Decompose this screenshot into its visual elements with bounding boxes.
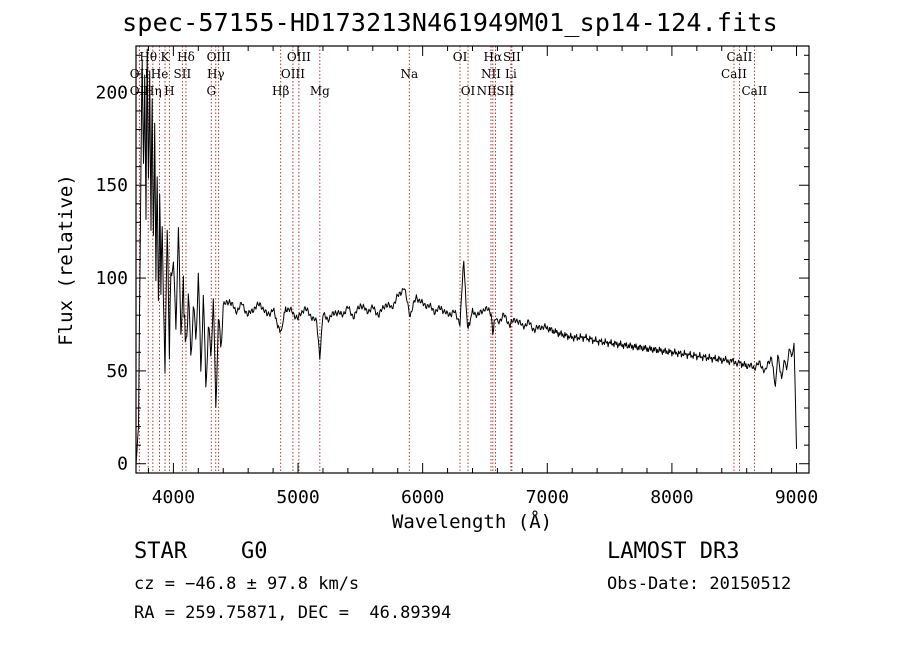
spectral-line-label: OIII: [287, 50, 311, 64]
spectral-line-label: Hη: [144, 84, 162, 98]
x-tick-label: 4000: [152, 487, 195, 508]
spectral-line-label: He: [151, 67, 169, 81]
spectral-line-label: OI: [453, 50, 468, 64]
y-axis-label: Flux (relative): [55, 174, 77, 346]
spectral-line-label: H: [164, 84, 174, 98]
y-tick-label: 150: [95, 175, 128, 196]
chart-title: spec-57155-HD173213N461949M01_sp14-124.f…: [122, 8, 778, 37]
spectral-line-label: G: [206, 84, 216, 98]
redshift-info: cz = −46.8 ± 97.8 km/s: [134, 574, 360, 594]
spectral-line-label: Hδ: [177, 50, 195, 64]
spectral-line-label: Hγ: [207, 67, 225, 81]
x-tick-label: 7000: [526, 487, 569, 508]
plot-frame: [135, 45, 810, 474]
y-tick-label: 200: [95, 82, 128, 103]
object-class: STAR: [134, 539, 187, 564]
x-tick-label: 5000: [276, 487, 319, 508]
spectral-line-markers: [138, 46, 755, 473]
spectral-line-label: Hα: [484, 50, 503, 64]
survey-name: LAMOST DR3: [607, 539, 740, 564]
x-tick-label: 9000: [775, 487, 818, 508]
y-tick-label: 100: [95, 268, 128, 289]
spectral-line-label: Hβ: [272, 84, 289, 98]
spectral-line-label: NIISII: [477, 84, 515, 98]
spectral-line-label: CaII: [741, 84, 767, 98]
coordinates: RA = 259.75871, DEC = 46.89394: [134, 603, 452, 623]
spectral-line-label: OII: [130, 84, 150, 98]
spectrum-line: [135, 48, 797, 465]
spectral-line-label: Hθ: [139, 50, 157, 64]
spectrum-series: [135, 48, 797, 465]
y-tick-label: 50: [106, 361, 128, 382]
object-subclass: G0: [241, 539, 268, 564]
spectral-line-label: OI: [461, 84, 476, 98]
spectral-line-label: OIII: [207, 50, 231, 64]
x-tick-label: 6000: [401, 487, 444, 508]
spectral-line-label: CaII: [721, 67, 747, 81]
spectral-line-label: SII: [174, 67, 192, 81]
y-tick-label: 0: [117, 454, 128, 475]
spectral-line-label: SII: [503, 50, 521, 64]
observation-date: Obs-Date: 20150512: [607, 574, 792, 594]
spectral-line-label: Mg: [310, 84, 330, 98]
spectral-line-label: NII: [481, 67, 501, 81]
spectral-line-label: Li: [505, 67, 517, 81]
x-tick-label: 8000: [650, 487, 693, 508]
axis-ticks: 4000 5000 6000 7000 8000 9000 0 50 100 150 200: [95, 46, 818, 508]
spectral-line-label: OII: [130, 67, 150, 81]
spectral-line-label: Na: [400, 67, 418, 81]
spectral-line-label: CaII: [727, 50, 753, 64]
spectral-line-label: K: [161, 50, 171, 64]
x-axis-label: Wavelength (Å): [392, 510, 552, 533]
spectral-line-label: OIII: [281, 67, 305, 81]
